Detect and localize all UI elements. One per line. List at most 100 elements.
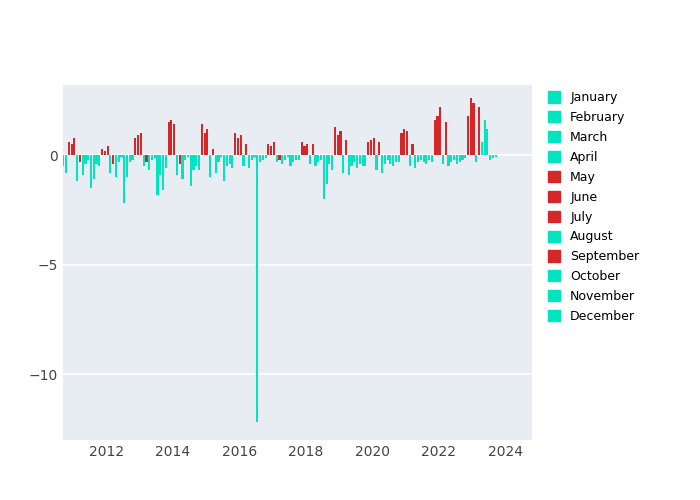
Bar — [212, 148, 214, 155]
Bar — [76, 155, 78, 182]
Bar — [193, 155, 195, 170]
Bar — [256, 155, 258, 422]
Bar — [242, 155, 244, 166]
Bar — [195, 155, 197, 166]
Bar — [426, 155, 428, 164]
Bar — [129, 155, 131, 162]
Bar — [384, 155, 386, 164]
Bar — [475, 155, 477, 162]
Bar — [281, 155, 284, 164]
Bar — [156, 155, 159, 194]
Bar — [398, 155, 400, 162]
Bar — [306, 144, 308, 155]
Bar — [60, 155, 62, 184]
Bar — [348, 155, 350, 175]
Bar — [143, 155, 145, 166]
Bar — [293, 155, 295, 162]
Bar — [367, 142, 370, 155]
Bar — [403, 129, 405, 155]
Bar — [259, 155, 261, 162]
Bar — [71, 144, 73, 155]
Bar — [409, 155, 411, 166]
Bar — [267, 144, 270, 155]
Bar — [225, 155, 228, 166]
Bar — [112, 155, 114, 164]
Bar — [473, 102, 475, 155]
Bar — [331, 155, 333, 170]
Bar — [151, 155, 153, 160]
Bar — [381, 155, 383, 172]
Bar — [320, 155, 322, 160]
Bar — [386, 155, 389, 160]
Bar — [198, 155, 200, 170]
Bar — [132, 155, 134, 160]
Bar — [104, 150, 106, 155]
Bar — [423, 155, 425, 162]
Bar — [118, 155, 120, 162]
Bar — [279, 155, 281, 160]
Bar — [223, 155, 225, 182]
Bar — [220, 155, 223, 158]
Bar — [362, 155, 364, 166]
Bar — [68, 142, 70, 155]
Bar — [364, 155, 367, 166]
Bar — [309, 155, 311, 164]
Bar — [395, 155, 397, 162]
Bar — [253, 155, 256, 158]
Bar — [337, 136, 339, 155]
Bar — [159, 155, 162, 175]
Bar — [447, 155, 449, 166]
Bar — [204, 133, 206, 155]
Bar — [328, 155, 330, 164]
Bar — [92, 155, 95, 179]
Bar — [176, 155, 178, 175]
Bar — [458, 155, 461, 162]
Bar — [239, 136, 241, 155]
Bar — [273, 142, 275, 155]
Bar — [167, 122, 169, 155]
Bar — [187, 155, 189, 158]
Bar — [209, 155, 211, 177]
Bar — [334, 126, 336, 155]
Bar — [170, 120, 172, 155]
Bar — [184, 155, 186, 160]
Bar — [442, 155, 444, 164]
Bar — [173, 124, 175, 155]
Bar — [431, 155, 433, 162]
Bar — [137, 136, 139, 155]
Bar — [456, 155, 458, 164]
Bar — [234, 133, 236, 155]
Bar — [95, 155, 97, 164]
Bar — [345, 140, 347, 155]
Bar — [162, 155, 164, 190]
Bar — [412, 144, 414, 155]
Bar — [248, 155, 250, 168]
Bar — [340, 131, 342, 155]
Bar — [389, 155, 391, 164]
Bar — [406, 131, 408, 155]
Bar — [262, 155, 264, 160]
Bar — [467, 116, 469, 155]
Bar — [312, 144, 314, 155]
Bar — [82, 155, 84, 175]
Bar — [464, 155, 466, 158]
Bar — [126, 155, 128, 177]
Bar — [356, 155, 358, 168]
Bar — [123, 155, 125, 204]
Bar — [342, 155, 344, 172]
Bar — [270, 146, 272, 155]
Bar — [354, 155, 356, 162]
Bar — [154, 155, 156, 158]
Bar — [314, 155, 316, 166]
Bar — [298, 155, 300, 160]
Bar — [326, 155, 328, 184]
Bar — [74, 138, 76, 155]
Bar — [461, 155, 463, 160]
Bar — [57, 155, 59, 238]
Bar — [484, 120, 486, 155]
Bar — [450, 155, 452, 162]
Bar — [375, 155, 377, 170]
Bar — [323, 155, 325, 199]
Bar — [134, 138, 136, 155]
Bar — [90, 155, 92, 188]
